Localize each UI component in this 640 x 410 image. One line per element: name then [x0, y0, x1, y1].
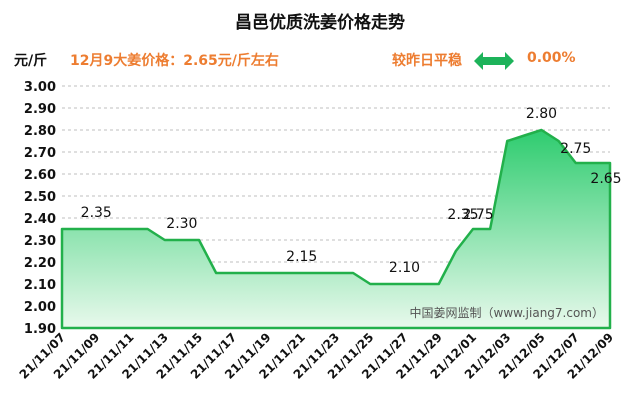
data-label: 2.35	[447, 207, 478, 223]
y-tick-label: 2.20	[24, 256, 56, 271]
y-tick-label: 2.60	[24, 168, 56, 183]
unit-label: 元/斤	[14, 53, 48, 69]
y-tick-label: 2.40	[24, 212, 56, 227]
data-label: 2.65	[590, 171, 621, 187]
y-tick-label: 2.00	[24, 300, 56, 315]
data-label: 2.75	[560, 141, 591, 157]
y-tick-label: 2.10	[24, 278, 56, 293]
change-label: 较昨日平稳	[392, 53, 462, 69]
change-value: 0.00%	[527, 50, 576, 66]
data-label: 2.35	[81, 205, 112, 221]
double-arrow-icon	[474, 52, 514, 70]
watermark: 中国姜网监制（www.jiang7.com）	[410, 305, 604, 320]
price-area-series	[60, 128, 612, 330]
y-tick-label: 1.90	[24, 322, 56, 337]
y-tick-label: 2.80	[24, 124, 56, 139]
data-label: 2.75	[463, 207, 494, 223]
y-tick-label: 2.70	[24, 146, 56, 161]
chart-title: 昌邑优质洗姜价格走势	[235, 13, 405, 33]
y-tick-label: 2.50	[24, 190, 56, 205]
price-info: 12月9大姜价格：2.65元/斤左右	[70, 53, 279, 69]
y-tick-label: 2.30	[24, 234, 56, 249]
data-label: 2.15	[286, 249, 317, 265]
data-label: 2.80	[526, 106, 557, 122]
y-tick-label: 3.00	[24, 80, 56, 95]
data-label: 2.10	[389, 260, 420, 276]
y-tick-label: 2.90	[24, 102, 56, 117]
data-label: 2.30	[166, 216, 197, 232]
